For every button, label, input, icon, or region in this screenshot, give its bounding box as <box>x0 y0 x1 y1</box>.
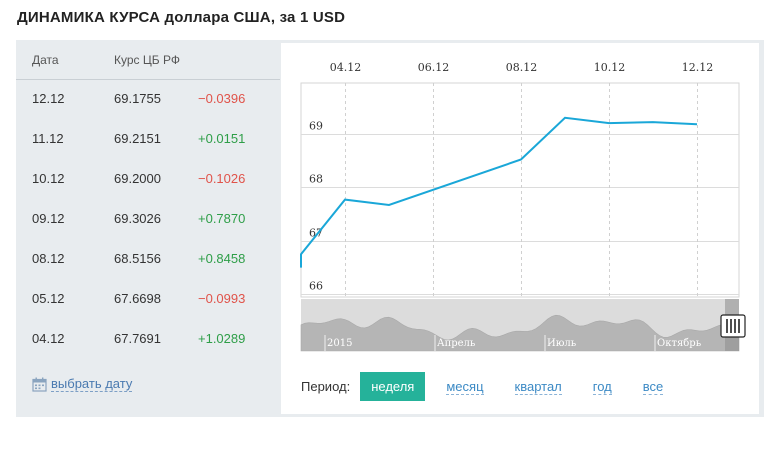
row-rate: 69.2000 <box>114 171 161 186</box>
header-rate: Курс ЦБ РФ <box>114 53 180 67</box>
period-week-button[interactable]: неделя <box>360 371 426 401</box>
table-row: 12.12 69.1755 −0.0396 <box>16 80 280 120</box>
row-date: 05.12 <box>32 291 65 306</box>
period-option-label: все <box>642 378 664 395</box>
row-change: +0.7870 <box>198 211 246 226</box>
pick-date-label: выбрать дату <box>51 375 133 392</box>
rates-table: Дата Курс ЦБ РФ 12.12 69.1755 −0.0396 11… <box>16 40 280 417</box>
row-rate: 69.3026 <box>114 211 161 226</box>
table-row: 09.12 69.3026 +0.7870 <box>16 200 280 240</box>
table-row: 04.12 67.7691 +1.0289 <box>16 320 280 360</box>
rate-widget: Дата Курс ЦБ РФ 12.12 69.1755 −0.0396 11… <box>16 40 764 417</box>
row-rate: 69.1755 <box>114 91 161 106</box>
x-tick-label: 04.12 <box>330 61 362 74</box>
period-option-label: квартал <box>514 378 562 395</box>
navigator-label: Апрель <box>437 338 476 349</box>
x-tick-label: 06.12 <box>418 61 450 74</box>
row-change: −0.0993 <box>198 291 246 306</box>
period-all-button[interactable]: все <box>633 372 674 401</box>
period-option-label: неделя <box>371 378 415 394</box>
plot-frame <box>300 82 740 298</box>
row-date: 12.12 <box>32 91 65 106</box>
y-tick-label: 69 <box>309 120 323 133</box>
rates-table-header: Дата Курс ЦБ РФ <box>16 40 280 80</box>
navigator-label: Октябрь <box>657 338 702 349</box>
row-change: −0.1026 <box>198 171 246 186</box>
row-rate: 69.2151 <box>114 131 161 146</box>
range-navigator[interactable]: 2015 Апрель Июль Октябрь <box>300 299 746 352</box>
table-row: 10.12 69.2000 −0.1026 <box>16 160 280 200</box>
row-date: 09.12 <box>32 211 65 226</box>
row-rate: 67.7691 <box>114 331 161 346</box>
y-tick-label: 66 <box>309 280 323 293</box>
y-tick-label: 68 <box>309 173 323 186</box>
row-date: 11.12 <box>32 131 64 146</box>
navigator-label: 2015 <box>327 338 352 349</box>
row-date: 04.12 <box>32 331 65 346</box>
row-rate: 68.5156 <box>114 251 161 266</box>
x-tick-label: 12.12 <box>682 61 714 74</box>
calendar-icon <box>32 377 47 392</box>
row-date: 08.12 <box>32 251 65 266</box>
period-selector: Период: неделя месяц квартал год все <box>301 371 684 401</box>
series-line <box>300 116 698 268</box>
navigator-area <box>300 314 740 352</box>
table-row: 11.12 69.2151 +0.0151 <box>16 120 280 160</box>
row-change: +0.8458 <box>198 251 246 266</box>
navigator-handle[interactable] <box>720 314 746 338</box>
row-rate: 67.6698 <box>114 291 161 306</box>
x-tick-label: 08.12 <box>506 61 538 74</box>
period-label: Период: <box>301 378 351 394</box>
x-axis: 04.12 06.12 08.12 10.12 12.12 <box>330 61 714 74</box>
navigator-label: Июль <box>547 338 577 349</box>
row-date: 10.12 <box>32 171 65 186</box>
row-change: +1.0289 <box>198 331 246 346</box>
x-tick-label: 10.12 <box>594 61 626 74</box>
chart-grid <box>300 82 740 298</box>
period-year-button[interactable]: год <box>583 372 622 401</box>
row-change: −0.0396 <box>198 91 246 106</box>
table-row: 08.12 68.5156 +0.8458 <box>16 240 280 280</box>
period-quarter-button[interactable]: квартал <box>505 372 572 401</box>
period-option-label: месяц <box>446 378 484 395</box>
period-month-button[interactable]: месяц <box>436 372 493 401</box>
period-option-label: год <box>592 378 612 395</box>
chart-panel: 04.12 06.12 08.12 10.12 12.12 66 67 68 69 2015 А… <box>281 43 759 414</box>
page-title: ДИНАМИКА КУРСА доллара США, за 1 USD <box>17 9 346 26</box>
header-date: Дата <box>32 53 59 67</box>
pick-date-link[interactable]: выбрать дату <box>32 375 133 393</box>
table-row: 05.12 67.6698 −0.0993 <box>16 280 280 320</box>
row-change: +0.0151 <box>198 131 246 146</box>
